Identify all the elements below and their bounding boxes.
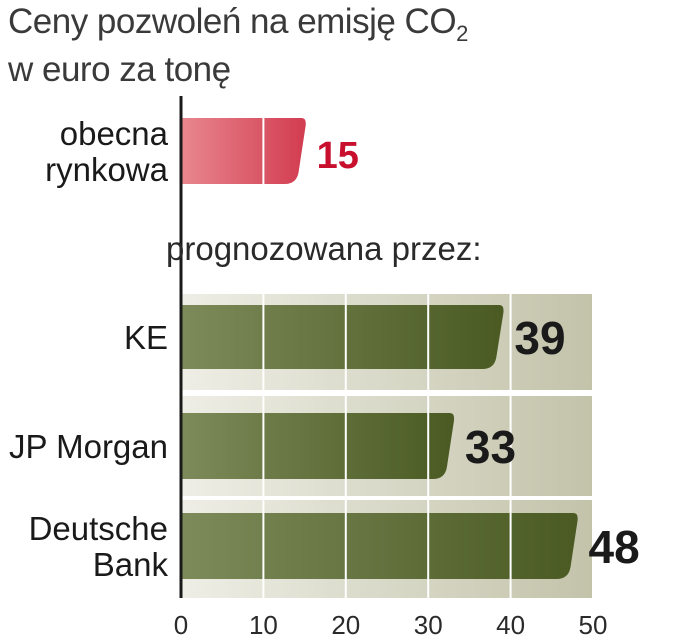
value-label-0: 15	[317, 135, 359, 177]
category-label-0-line-1: rynkowa	[45, 151, 169, 188]
bar-2	[181, 413, 455, 479]
category-label-3-line-1: Bank	[93, 546, 169, 583]
tick-label-10: 10	[249, 610, 278, 640]
bar-1	[181, 305, 504, 369]
tick-label-20: 20	[331, 610, 360, 640]
tick-label-0: 0	[174, 610, 188, 640]
ticks: 0 10 20 30 40 50	[174, 610, 608, 640]
chart-title-line-2: w euro za tonę	[8, 50, 231, 89]
tick-label-50: 50	[579, 610, 608, 640]
category-label-0-line-0: obecna	[60, 115, 169, 152]
category-label-0: obecna rynkowa	[45, 115, 169, 188]
bar-0	[181, 118, 306, 184]
value-label-1: 39	[514, 312, 565, 364]
category-label-3-line-0: Deutsche	[29, 510, 168, 547]
chart-title-subscript: 2	[456, 21, 468, 46]
category-label-2: JP Morgan	[9, 428, 168, 465]
value-label-3: 48	[589, 521, 640, 573]
labels: obecna rynkowa 15 KE 39 JP Morgan 33 Deutsche Ba…	[9, 115, 640, 583]
category-label-2-line-0: JP Morgan	[9, 428, 168, 465]
bar-3	[181, 513, 578, 579]
tick-label-30: 30	[414, 610, 443, 640]
forecast-subheading: prognozowana przez:	[166, 230, 482, 267]
category-label-1: KE	[124, 319, 168, 356]
chart-title-line-1: Ceny pozwoleń na emisję CO2	[8, 2, 468, 47]
bars	[181, 118, 578, 579]
category-label-1-line-0: KE	[124, 319, 168, 356]
tick-label-40: 40	[496, 610, 525, 640]
gridlines	[262, 118, 594, 598]
value-label-2: 33	[465, 421, 516, 473]
category-label-3: Deutsche Bank	[29, 510, 169, 583]
chart-title-text: Ceny pozwoleń na emisję CO	[8, 2, 457, 41]
